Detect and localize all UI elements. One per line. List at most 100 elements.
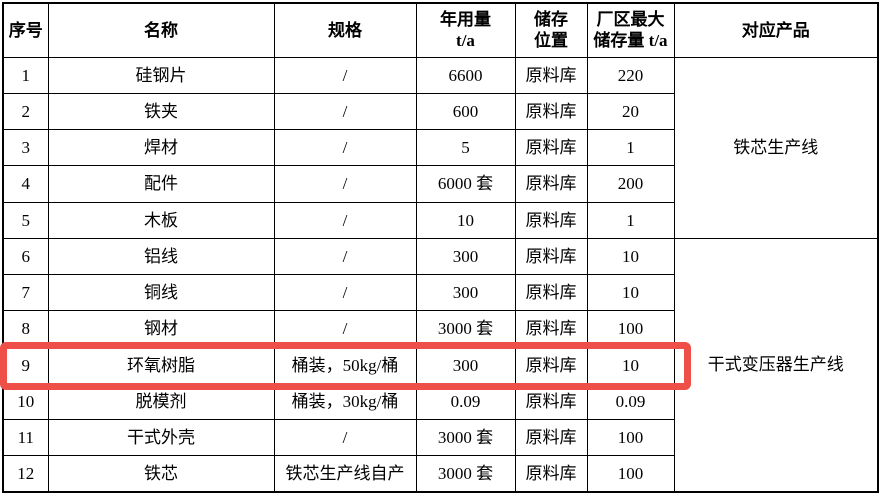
cell-name: 硅钢片: [47, 56, 275, 94]
cell-no: 12: [2, 455, 49, 493]
cell-max: 1: [586, 201, 675, 239]
cell-name: 铁夹: [47, 92, 275, 131]
cell-name: 木板: [47, 201, 275, 239]
header-annual-usage: 年用量 t/a: [415, 2, 516, 58]
header-storage-location: 储存 位置: [514, 2, 588, 58]
cell-no: 3: [2, 128, 49, 167]
header-storage-location-line1: 储存: [534, 10, 568, 29]
cell-max: 10: [586, 346, 675, 384]
cell-name: 干式外壳: [47, 418, 275, 457]
cell-max: 1: [586, 128, 675, 167]
cell-storage: 原料库: [514, 382, 588, 421]
header-product-label: 对应产品: [741, 20, 810, 40]
cell-name: 焊材: [47, 128, 275, 167]
cell-storage: 原料库: [514, 273, 588, 312]
cell-max: 10: [586, 237, 675, 276]
header-max-storage-line2: 储存量 t/a: [593, 31, 668, 51]
cell-spec: /: [273, 92, 417, 131]
header-storage-location-line2: 位置: [534, 31, 568, 51]
table-row-4: 4 配件 / 6000 套 原料库 200: [2, 165, 878, 203]
cell-storage: 原料库: [514, 128, 588, 167]
cell-no: 9: [2, 346, 49, 384]
cell-annual: 6600: [415, 56, 516, 94]
cell-spec: /: [273, 56, 417, 94]
cell-storage: 原料库: [514, 310, 588, 348]
cell-name: 环氧树脂: [47, 346, 275, 384]
cell-annual: 600: [415, 92, 516, 131]
header-spec-label: 规格: [328, 20, 362, 40]
cell-storage: 原料库: [514, 455, 588, 493]
cell-product-group-1: 铁芯生产线: [673, 56, 879, 239]
table-row-6: 6 铝线 / 300 原料库 10 干式变压器生产线: [2, 237, 879, 493]
header-name: 名称: [47, 2, 275, 58]
cell-spec: /: [273, 273, 417, 312]
cell-spec: 铁芯生产线自产: [273, 455, 417, 493]
cell-no: 1: [2, 56, 49, 94]
cell-max: 0.09: [586, 382, 675, 421]
cell-spec: /: [273, 165, 417, 203]
cell-name: 铜线: [47, 273, 275, 312]
cell-no: 8: [2, 310, 49, 348]
header-spec: 规格: [273, 2, 417, 58]
cell-no: 10: [2, 382, 49, 421]
cell-max: 100: [586, 310, 675, 348]
header-row: 序号 名称 规格 年用量 t/a 储存 位置 厂区最大 储存量 t/a 对应产品: [2, 2, 879, 58]
cell-max: 200: [586, 165, 675, 203]
cell-no: 5: [2, 201, 49, 239]
cell-name: 铝线: [47, 237, 275, 276]
header-annual-usage-line1: 年用量: [440, 10, 491, 29]
cell-spec: /: [273, 128, 417, 167]
header-max-storage-line1: 厂区最大: [596, 10, 665, 29]
cell-annual: 5: [415, 128, 516, 167]
cell-annual: 300: [415, 346, 516, 384]
cell-name: 脱模剂: [47, 382, 275, 421]
cell-no: 6: [2, 237, 49, 276]
table-row-8: 8 钢材 / 3000 套 原料库 100: [2, 310, 878, 348]
cell-spec: /: [273, 201, 417, 239]
cell-product-group-2: 干式变压器生产线: [673, 237, 879, 493]
cell-max: 100: [586, 455, 675, 493]
header-no-label: 序号: [8, 20, 43, 40]
table-row-2: 2 铁夹 / 600 原料库 20: [2, 92, 878, 131]
cell-no: 11: [2, 418, 49, 457]
cell-no: 2: [2, 92, 49, 131]
cell-annual: 3000 套: [415, 418, 516, 457]
cell-max: 10: [586, 273, 675, 312]
cell-storage: 原料库: [514, 201, 588, 239]
cell-annual: 300: [415, 273, 516, 312]
cell-name: 配件: [47, 165, 275, 203]
cell-annual: 6000 套: [415, 165, 516, 203]
cell-annual: 10: [415, 201, 516, 239]
cell-no: 4: [2, 165, 49, 203]
cell-spec: /: [273, 237, 417, 276]
cell-max: 100: [586, 418, 675, 457]
header-name-label: 名称: [144, 20, 178, 40]
header-max-storage: 厂区最大 储存量 t/a: [586, 2, 675, 58]
cell-max: 220: [586, 56, 675, 94]
cell-storage: 原料库: [514, 92, 588, 131]
cell-annual: 0.09: [415, 382, 516, 421]
header-product: 对应产品: [673, 2, 879, 58]
table-row-11: 11 干式外壳 / 3000 套 原料库 100: [2, 418, 878, 457]
cell-storage: 原料库: [514, 418, 588, 457]
cell-name: 钢材: [47, 310, 275, 348]
header-annual-usage-line2: t/a: [456, 31, 475, 51]
table-row-1: 1 硅钢片 / 6600 原料库 220 铁芯生产线: [2, 56, 879, 239]
header-no: 序号: [2, 2, 49, 58]
cell-no: 7: [2, 273, 49, 312]
cell-storage: 原料库: [514, 56, 588, 94]
cell-storage: 原料库: [514, 346, 588, 384]
cell-spec: 桶装，50kg/桶: [273, 346, 417, 384]
cell-annual: 300: [415, 237, 516, 276]
cell-name: 铁芯: [47, 455, 275, 493]
cell-spec: 桶装，30kg/桶: [273, 382, 417, 421]
cell-annual: 3000 套: [415, 310, 516, 348]
cell-spec: /: [273, 310, 417, 348]
cell-storage: 原料库: [514, 237, 588, 276]
table-row-12: 12 铁芯 铁芯生产线自产 3000 套 原料库 100: [2, 455, 878, 493]
cell-storage: 原料库: [514, 165, 588, 203]
cell-max: 20: [586, 92, 675, 131]
cell-annual: 3000 套: [415, 455, 516, 493]
